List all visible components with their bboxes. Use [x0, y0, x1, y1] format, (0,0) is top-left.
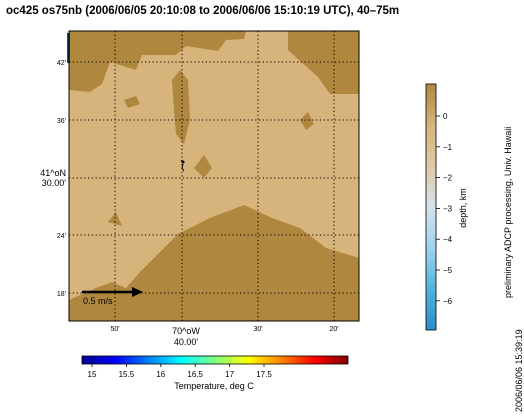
- depth-tick-label: −6: [443, 297, 453, 306]
- depth-tick-label: −1: [443, 143, 453, 152]
- depth-colorbar: 0 −1 −2 −3 −4 −5 −6 depth, km: [425, 83, 468, 331]
- map-frame: [68, 30, 360, 322]
- lat-tick-label: 42': [57, 60, 66, 67]
- lat-center-minutes: 30.00': [42, 178, 67, 188]
- lon-center-degrees: 70^oW: [172, 326, 200, 336]
- figure-title: oc425 os75nb (2006/06/05 20:10:08 to 200…: [6, 5, 400, 17]
- land-patch-center-small: [194, 155, 212, 178]
- temperature-tick-label: 17: [225, 370, 234, 379]
- lon-tick-label: 50': [110, 326, 119, 333]
- land-patch-east-small: [300, 112, 314, 130]
- temperature-tick-label: 15: [88, 370, 97, 379]
- depth-tick-label: −2: [443, 174, 453, 183]
- graticule: [69, 31, 359, 321]
- depth-tick-label: 0: [443, 112, 448, 121]
- land-patch-northwest-small: [124, 96, 140, 108]
- temperature-colorbar-fill: [81, 355, 349, 365]
- land-ridge-central: [172, 70, 190, 144]
- lon-center-minutes: 40.00': [174, 337, 199, 347]
- temperature-tick-label: 17.5: [256, 370, 272, 379]
- depth-tick-label: −3: [443, 204, 453, 213]
- depth-colorbar-label: depth, km: [458, 188, 468, 228]
- lat-tick-label: 18': [57, 291, 66, 298]
- temperature-colorbar: 15 15.5 16 16.5 17 17.5 Temperature, deg C: [81, 355, 349, 391]
- depth-colorbar-fill: [425, 83, 437, 331]
- temperature-tick-label: 16.5: [187, 370, 203, 379]
- depth-tick-label: −5: [443, 266, 453, 275]
- lat-tick-label: 24': [57, 233, 66, 240]
- depth-colorbar-ticks: 0 −1 −2 −3 −4 −5 −6: [436, 112, 453, 306]
- lon-tick-label: 20': [329, 326, 338, 333]
- temperature-colorbar-label: Temperature, deg C: [174, 381, 254, 391]
- land-patch-northeast: [288, 31, 359, 94]
- lon-tick-label: 30': [253, 326, 262, 333]
- lat-tick-label: 36': [57, 118, 66, 125]
- land-patch-west-small: [108, 212, 122, 226]
- map-panel[interactable]: 0.5 m/s: [67, 30, 360, 322]
- depth-tick-label: −4: [443, 235, 453, 244]
- current-vector-cluster[interactable]: [180, 159, 185, 172]
- temperature-tick-label: 15.5: [119, 370, 135, 379]
- land-patch-northwest: [69, 31, 246, 92]
- scale-arrow-label: 0.5 m/s: [83, 296, 113, 306]
- temperature-colorbar-ticks: 15 15.5 16 16.5 17 17.5: [88, 364, 272, 379]
- longitude-labels: 50' 30' 20': [110, 326, 338, 333]
- lat-center-degrees: 41^oN: [40, 168, 66, 178]
- latitude-labels: 42' 36' 24' 18': [57, 60, 66, 298]
- scale-arrow: [82, 287, 143, 297]
- temperature-tick-label: 16: [156, 370, 165, 379]
